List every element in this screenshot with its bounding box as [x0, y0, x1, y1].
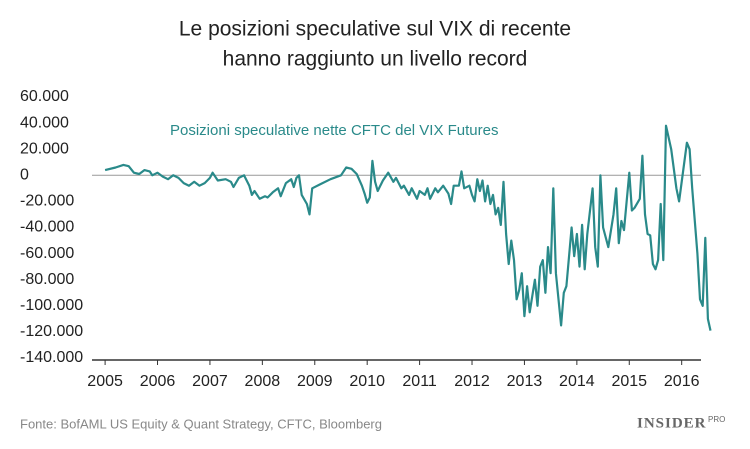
y-tick-label: 0 — [20, 167, 29, 184]
x-tick-label: 2011 — [402, 373, 437, 390]
x-tick-label: 2015 — [611, 373, 647, 390]
x-tick-label: 2005 — [87, 373, 123, 390]
y-tick-label: -60.000 — [20, 245, 74, 262]
x-tick-label: 2008 — [245, 373, 281, 390]
y-tick-label: -20.000 — [20, 193, 74, 210]
x-tick-label: 2013 — [507, 373, 543, 390]
series-label: Posizioni speculative nette CFTC del VIX… — [170, 122, 498, 139]
y-tick-label: 40.000 — [20, 114, 69, 131]
y-tick-label: -40.000 — [20, 219, 74, 236]
y-tick-label: -100.000 — [20, 297, 83, 314]
chart-title: hanno raggiunto un livello record — [223, 48, 528, 71]
x-tick-label: 2007 — [192, 373, 228, 390]
x-tick-label: 2016 — [664, 373, 700, 390]
source: Fonte: BofAML US Equity & Quant Strategy… — [20, 416, 382, 431]
chart-title: Le posizioni speculative sul VIX di rece… — [179, 18, 571, 41]
y-tick-label: 60.000 — [20, 88, 69, 105]
x-tick-label: 2012 — [454, 373, 490, 390]
y-tick-label: -140.000 — [20, 349, 83, 366]
x-tick-label: 2009 — [297, 373, 333, 390]
y-tick-label: -80.000 — [20, 271, 74, 288]
logo-badge: PRO — [708, 415, 725, 424]
x-tick-label: 2010 — [349, 373, 385, 390]
line — [104, 124, 712, 331]
y-tick-label: 20.000 — [20, 140, 69, 157]
logo: INSIDER — [637, 415, 707, 431]
x-tick-label: 2006 — [140, 373, 176, 390]
x-tick-label: 2014 — [559, 373, 595, 390]
y-tick-label: -120.000 — [20, 323, 83, 340]
